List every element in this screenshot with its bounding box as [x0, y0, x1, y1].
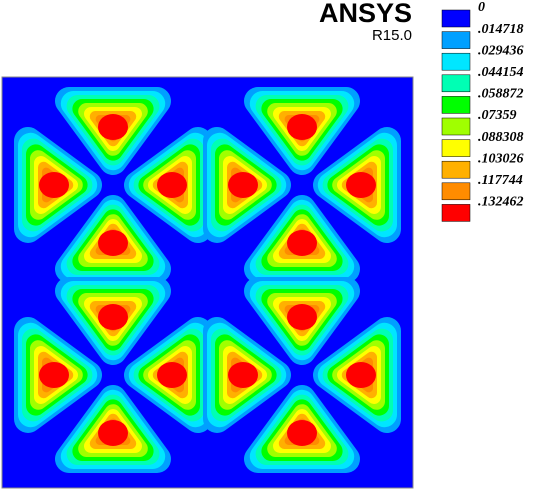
contour-plot [1, 76, 414, 489]
contour-peak [39, 362, 69, 388]
legend-swatch [441, 74, 471, 93]
legend-swatch [441, 117, 471, 136]
legend-swatch [441, 204, 471, 222]
contour-peak [98, 304, 128, 330]
legend-label: .07359 [478, 108, 517, 123]
legend-label: .058872 [478, 87, 524, 102]
legend-swatch [441, 160, 471, 179]
legend-label: .014718 [478, 22, 524, 37]
legend-label: 0 [478, 0, 485, 15]
contour-peak [157, 362, 187, 388]
title: ANSYS [319, 0, 412, 28]
legend-swatch [441, 182, 471, 201]
legend-swatch [441, 31, 471, 49]
legend-label: .044154 [478, 65, 524, 80]
contour-peak [287, 304, 317, 330]
contour-peak [98, 230, 128, 256]
legend-label: .029436 [478, 43, 524, 58]
legend-swatch [441, 96, 471, 114]
legend-label: .088308 [478, 130, 524, 145]
contour-peak [287, 230, 317, 256]
contour-peak [287, 114, 317, 140]
contour-peak [287, 420, 317, 446]
contour-peak [228, 172, 258, 198]
contour-peak [346, 172, 376, 198]
contour-peak [39, 172, 69, 198]
contour-peak [98, 114, 128, 140]
legend-swatch [441, 139, 471, 157]
contour-peak [157, 172, 187, 198]
version: R15.0 [372, 27, 412, 44]
legend-label: .132462 [478, 195, 524, 210]
contour-peak [98, 420, 128, 446]
legend-swatch [441, 9, 471, 28]
legend-label: .117744 [478, 173, 523, 188]
legend-swatch [441, 52, 471, 71]
legend-label: .103026 [478, 151, 524, 166]
contour-peak [228, 362, 258, 388]
legend: 0 .014718 .029436 .044154 .058872 .07359 .0883… [441, 0, 524, 222]
contour-peak [346, 362, 376, 388]
